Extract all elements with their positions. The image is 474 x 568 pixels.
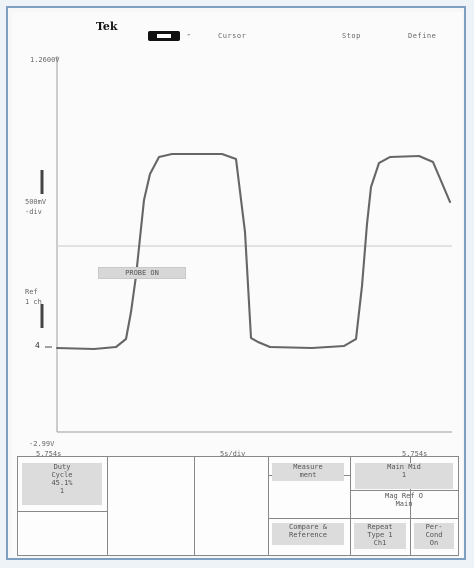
right-time-label: 5.754s <box>402 450 428 458</box>
menu-divider <box>268 457 269 555</box>
cursor-label[interactable]: Cursor <box>218 32 247 40</box>
main-mid-value: 1 <box>401 471 407 479</box>
repeat-title: Repeat <box>367 523 393 531</box>
run-dash: - <box>186 30 192 40</box>
menu-divider <box>268 518 458 519</box>
duty-cycle-title: Duty <box>53 463 71 471</box>
run-status-icon <box>148 31 180 41</box>
menu-divider <box>107 457 108 555</box>
repeat-type-button[interactable]: Repeat Type 1 Ch1 <box>354 523 406 549</box>
main-mid-button[interactable]: Main Mid 1 <box>355 463 453 489</box>
left-time-label: 5.754s <box>36 450 62 458</box>
tek-logo: Tek <box>96 20 118 33</box>
menu-divider <box>194 457 195 555</box>
measure-subtitle: ment <box>299 471 317 479</box>
persistence-value: On <box>429 539 439 547</box>
channel-scale-unit: -div <box>25 208 42 216</box>
measure-button[interactable]: Measure ment <box>272 463 344 481</box>
mag-ref-value: Main <box>395 500 413 508</box>
persistence-title: Per- <box>425 523 443 531</box>
duty-cycle-subtitle: Cycle <box>51 471 73 479</box>
duty-cycle-channel: 1 <box>59 487 65 495</box>
persistence-button[interactable]: Per- Cond On <box>414 523 454 549</box>
menu-divider <box>350 457 351 555</box>
reference-scale-unit: 1 ch <box>25 298 42 306</box>
compare-title: Compare & <box>289 523 327 531</box>
menu-divider <box>18 511 107 512</box>
repeat-subtitle: Type 1 <box>367 531 393 539</box>
oscilloscope-screen: Tek - Cursor Stop Define 1.2600V -2.99V … <box>12 12 462 556</box>
menu-divider <box>410 457 411 555</box>
measure-title: Measure <box>293 463 323 471</box>
waveform-trace <box>55 152 452 351</box>
reference-label: PROBE ON <box>98 267 186 279</box>
top-voltage-label: 1.2600V <box>30 56 60 64</box>
repeat-value: Ch1 <box>373 539 387 547</box>
main-mid-title: Main Mid <box>387 463 421 471</box>
reference-scale-label: Ref <box>25 288 38 296</box>
compare-reference-button[interactable]: Compare & Reference <box>272 523 344 545</box>
ground-marker-label: 4 <box>35 341 40 350</box>
time-scale-label: 5s/div <box>220 450 246 458</box>
duty-cycle-value: 45.1% <box>51 479 73 487</box>
persistence-subtitle: Cond <box>425 531 443 539</box>
mag-ref-title: Mag Ref O <box>385 492 423 500</box>
duty-cycle-readout[interactable]: Duty Cycle 45.1% 1 <box>22 463 102 505</box>
channel-scale-label: 500mV <box>25 198 47 206</box>
top-status-bar: Tek - Cursor Stop Define <box>12 12 462 52</box>
mag-ref-button[interactable]: Mag Ref O Main <box>355 492 453 514</box>
compare-subtitle: Reference <box>289 531 327 539</box>
menu-divider <box>350 490 458 491</box>
define-label[interactable]: Define <box>408 32 437 40</box>
bottom-voltage-label: -2.99V <box>29 440 55 448</box>
measurement-menu: Duty Cycle 45.1% 1 Measure ment Main Mid… <box>17 456 459 556</box>
waveform-plot <box>40 56 452 433</box>
stop-label[interactable]: Stop <box>342 32 361 40</box>
